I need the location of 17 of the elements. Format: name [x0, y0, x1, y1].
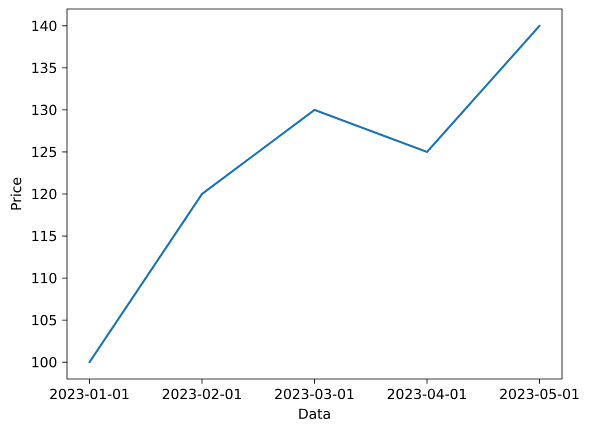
y-tick-label: 120: [32, 188, 56, 200]
y-tick-label: 100: [32, 356, 56, 368]
y-axis-title: Price: [10, 178, 22, 210]
y-tick-label: 130: [32, 104, 56, 116]
x-tick-label: 2023-02-01: [162, 388, 242, 400]
x-tick-label: 2023-04-01: [388, 388, 466, 400]
y-tick-label: 105: [32, 314, 56, 326]
x-tick-label: 2023-03-01: [275, 388, 354, 400]
x-tick-label: 2023-01-01: [50, 388, 128, 400]
x-axis-title: Data: [299, 408, 330, 419]
y-tick-label: 110: [32, 272, 56, 284]
x-tick-label: 2023-05-01: [500, 388, 579, 400]
y-tick-label: 115: [32, 230, 56, 242]
y-tick-label: 135: [32, 62, 56, 74]
y-tick-label: 125: [32, 146, 56, 158]
y-tick-label: 140: [32, 20, 56, 32]
line-series: [88, 24, 541, 364]
